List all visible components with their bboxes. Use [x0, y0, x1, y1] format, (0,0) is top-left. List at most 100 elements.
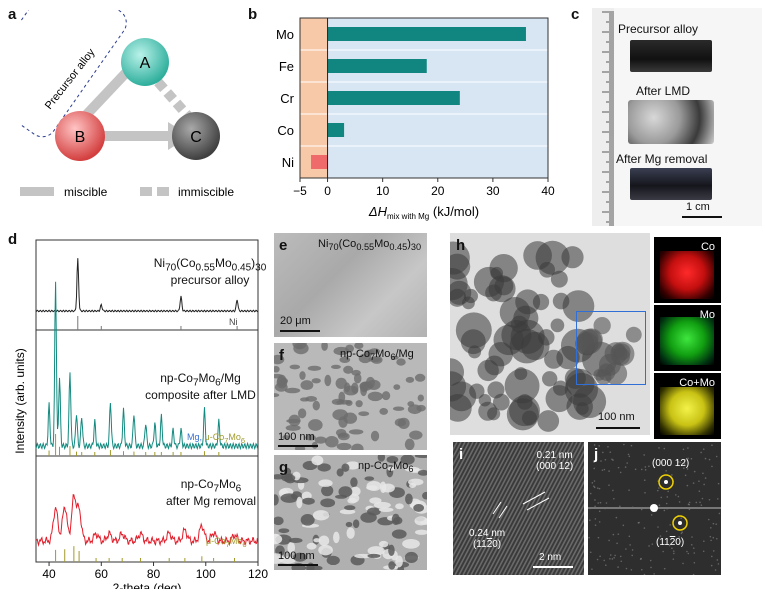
noise-dot — [710, 564, 713, 567]
fringe — [466, 442, 538, 575]
sem-image-e: e Ni70(Co0.55Mo0.45)30 20 μm — [274, 233, 427, 337]
particle — [550, 318, 565, 333]
spot-circle-1 — [658, 474, 674, 490]
noise-dot — [678, 501, 681, 503]
particle — [572, 384, 607, 419]
noise-dot — [665, 470, 667, 472]
noise-dot — [674, 494, 677, 496]
pore — [360, 384, 368, 397]
noise-dot — [605, 502, 608, 504]
scale-label-c: 1 cm — [686, 201, 710, 213]
noise-dot — [604, 458, 607, 461]
noise-dot — [717, 563, 720, 565]
noise-dot — [712, 550, 715, 552]
pore — [336, 442, 352, 450]
category-label-ni: Ni — [282, 155, 294, 170]
pore — [314, 436, 327, 444]
atom-a-label: A — [140, 55, 151, 72]
noise-dot — [671, 474, 673, 476]
noise-dot — [683, 463, 686, 465]
fringe — [453, 442, 494, 520]
legend-immiscible-label: immiscible — [178, 185, 234, 199]
fringe — [478, 442, 550, 575]
noise-dot — [687, 552, 690, 555]
ligament — [293, 552, 307, 562]
x-tick-label: 30 — [486, 184, 500, 198]
bar-mo — [327, 27, 526, 41]
noise-dot — [663, 509, 666, 512]
particle — [564, 367, 586, 389]
ligament — [404, 551, 418, 563]
x-tick-label: 60 — [95, 567, 109, 581]
bar-co — [327, 123, 345, 137]
category-label-co: Co — [277, 123, 294, 138]
pore — [343, 385, 359, 396]
pore — [355, 400, 363, 408]
x-tick-label: −5 — [293, 184, 307, 198]
noise-dot — [710, 539, 712, 542]
xrd-trace-2 — [35, 281, 258, 451]
ligament — [274, 553, 284, 564]
pore — [333, 346, 350, 356]
particle — [581, 343, 593, 356]
ligament — [395, 555, 403, 568]
noise-dot — [619, 471, 622, 474]
fringe — [453, 442, 514, 558]
x-tick-label: 40 — [42, 567, 56, 581]
pore — [404, 438, 415, 450]
tem-image-h: h 100 nm — [450, 233, 650, 435]
ligament — [296, 496, 303, 509]
ligament — [367, 553, 381, 558]
noise-dot — [631, 549, 634, 551]
particle — [514, 367, 528, 380]
scale-bar-g — [278, 564, 318, 566]
ligament — [414, 529, 427, 535]
atom-b-label: B — [75, 129, 86, 146]
sem-title-e: Ni70(Co0.55Mo0.45)30 — [318, 238, 422, 253]
noise-dot — [704, 477, 707, 479]
pore — [288, 414, 301, 427]
pore — [336, 399, 352, 405]
ligament — [341, 463, 350, 472]
noise-dot — [629, 544, 631, 546]
noise-dot — [598, 510, 601, 513]
particle — [521, 331, 550, 361]
noise-dot — [593, 467, 596, 470]
noise-dot — [619, 555, 622, 558]
category-label-mo: Mo — [276, 27, 294, 42]
pore — [337, 433, 349, 438]
noise-dot — [625, 548, 627, 550]
fringe — [562, 533, 584, 575]
noise-dot — [593, 485, 595, 488]
fringe — [554, 518, 584, 575]
pore — [325, 436, 339, 448]
noise-dot — [594, 505, 596, 508]
ligament — [386, 456, 399, 464]
noise-dot — [609, 557, 611, 560]
noise-dot — [644, 491, 646, 494]
noise-dot — [658, 504, 661, 506]
xrd-trace-3 — [35, 494, 259, 547]
fringe — [514, 442, 584, 575]
noise-dot — [612, 489, 614, 492]
category-label-fe: Fe — [279, 59, 294, 74]
noise-dot — [608, 470, 610, 472]
noise-dot — [715, 537, 718, 540]
sem-title-f: np-Co7Mo6/Mg — [340, 348, 414, 363]
pore — [308, 419, 323, 431]
pore — [285, 424, 301, 431]
fringe — [550, 510, 584, 575]
sem-image-g: g np-Co7Mo6 100 nm — [274, 455, 427, 570]
hrtem-image-i: i 0.21 nm (000 12) 0.24 nm (1120) 2 nm — [453, 442, 584, 575]
noise-dot — [707, 518, 710, 521]
noise-dot — [680, 532, 683, 535]
particle — [535, 240, 570, 275]
noise-dot — [658, 487, 660, 489]
central-spot — [650, 504, 658, 512]
eds-map-co: Co — [654, 237, 721, 303]
ligament — [367, 546, 385, 556]
noise-dot — [589, 492, 592, 495]
noise-dot — [717, 482, 720, 485]
noise-dot — [686, 550, 688, 553]
noise-dot — [599, 555, 601, 558]
